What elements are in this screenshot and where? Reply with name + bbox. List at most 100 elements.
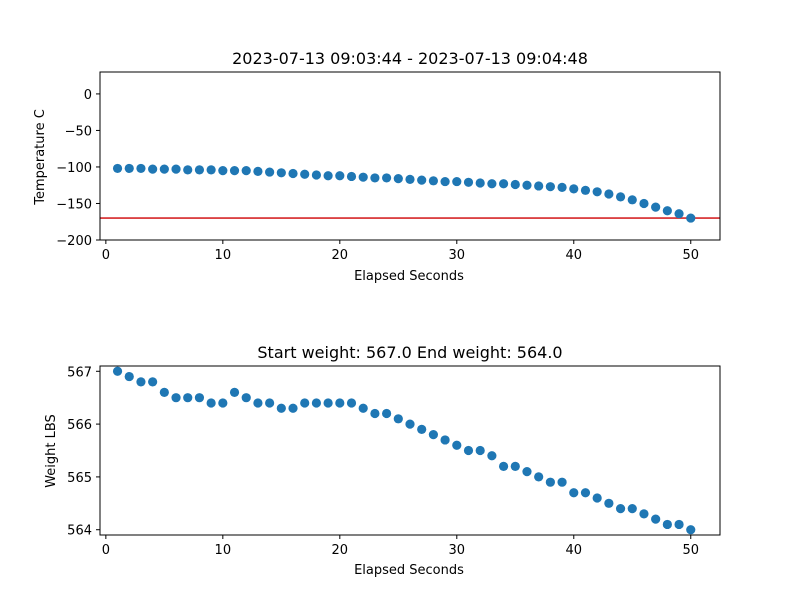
temperature-y-tick-label: 0 [84,88,92,103]
weight-data-point [627,503,637,514]
weight-data-point [112,366,123,376]
weight-data-point [475,445,485,456]
temperature-data-point [405,174,415,184]
weight-data-point [159,387,169,398]
temperature-data-point [346,171,357,182]
temperature-marks: 0 10 20 30 40 50 0 −50 −100 −150 −200 [56,71,721,263]
weight-data-point [662,519,672,530]
weight-marks: 0 10 20 30 40 50 567 566 565 564 [67,365,721,558]
temperature-data-point [276,168,286,178]
weight-data-point [674,519,684,530]
weight-data-point [253,398,263,408]
weight-data-point [417,424,427,434]
temperature-chart-title: 2023-07-13 09:03:44 - 2023-07-13 09:04:4… [232,49,588,68]
temperature-data-point [253,166,263,176]
weight-data-point [300,398,310,408]
weight-data-point [557,477,567,487]
weight-data-point [124,371,134,382]
weight-data-point [183,393,193,403]
temperature-y-tick-label: −150 [56,197,92,212]
temperature-data-point [311,170,322,180]
temperature-data-point [487,179,497,189]
temperature-data-point [393,174,403,184]
weight-chart: Start weight: 567.0 End weight: 564.0 El… [44,343,721,578]
temperature-data-point [241,166,251,176]
temperature-x-tick-label: 40 [566,248,583,263]
weight-data-point [592,493,602,503]
weight-data-point [335,398,345,408]
temperature-y-axis-label: Temperature C [33,109,48,206]
weight-data-point [498,461,509,471]
weight-data-point [241,393,251,403]
temperature-data-point [475,178,485,188]
temperature-data-point [651,202,661,212]
temperature-x-tick-label: 30 [449,248,466,263]
temperature-data-point [592,187,602,197]
temperature-data-point [136,163,146,174]
temperature-data-point [534,181,544,191]
weight-data-point [323,398,333,408]
weight-data-point [171,393,181,403]
temperature-y-tick-label: −50 [65,124,92,139]
weight-data-point [510,461,520,471]
temperature-data-point [604,189,614,199]
weight-data-point [229,387,240,398]
temperature-data-point [428,176,438,186]
temperature-data-point [112,163,123,174]
temperature-data-point [639,198,649,209]
weight-data-point [615,503,626,514]
weight-data-point [358,403,368,413]
weight-data-point [405,419,415,429]
weight-data-point [428,430,438,440]
temperature-data-point [370,173,380,183]
temperature-x-tick-label: 0 [102,248,110,263]
temperature-x-tick-label: 10 [215,248,232,263]
weight-data-point [382,408,392,419]
temperature-data-point [463,177,474,187]
weight-data-point [218,398,228,408]
weight-data-point [686,525,696,535]
weight-data-point [206,398,216,408]
weight-y-tick-label: 564 [67,524,92,539]
weight-data-point [452,440,462,450]
weight-data-point [604,498,614,508]
weight-data-point [288,403,298,413]
temperature-data-point [194,165,205,175]
weight-y-tick-label: 565 [67,471,92,486]
weight-data-point [545,477,555,487]
temperature-data-point [545,182,555,192]
weight-data-point [580,488,591,498]
temperature-data-point [229,166,240,176]
temperature-data-point [323,171,333,181]
temperature-data-point [124,163,134,174]
temperature-data-point [171,164,181,174]
weight-data-point [569,488,579,498]
weight-chart-title: Start weight: 567.0 End weight: 564.0 [257,343,562,362]
weight-data-point [136,377,146,387]
weight-data-point [639,509,649,519]
weight-data-point [276,403,286,413]
temperature-data-point [557,182,567,193]
weight-data-point [534,472,544,482]
temperature-chart: 2023-07-13 09:03:44 - 2023-07-13 09:04:4… [33,49,721,284]
temperature-x-axis-label: Elapsed Seconds [354,269,464,284]
weight-data-point [148,377,158,387]
temperature-data-point [440,176,450,187]
weight-data-point [440,435,450,445]
temperature-data-point [662,206,672,216]
temperature-data-point [218,166,228,176]
temperature-data-point [674,209,684,219]
temperature-data-point [627,195,637,205]
temperature-data-point [300,169,310,179]
weight-y-tick-label: 567 [67,365,92,380]
temperature-data-point [498,179,509,189]
temperature-data-point [569,184,579,194]
temperature-x-tick-label: 50 [682,248,699,263]
weight-data-point [487,451,497,461]
temperature-y-tick-label: −200 [56,234,92,249]
temperature-data-point [358,172,368,182]
temperature-x-tick-label: 20 [332,248,349,263]
